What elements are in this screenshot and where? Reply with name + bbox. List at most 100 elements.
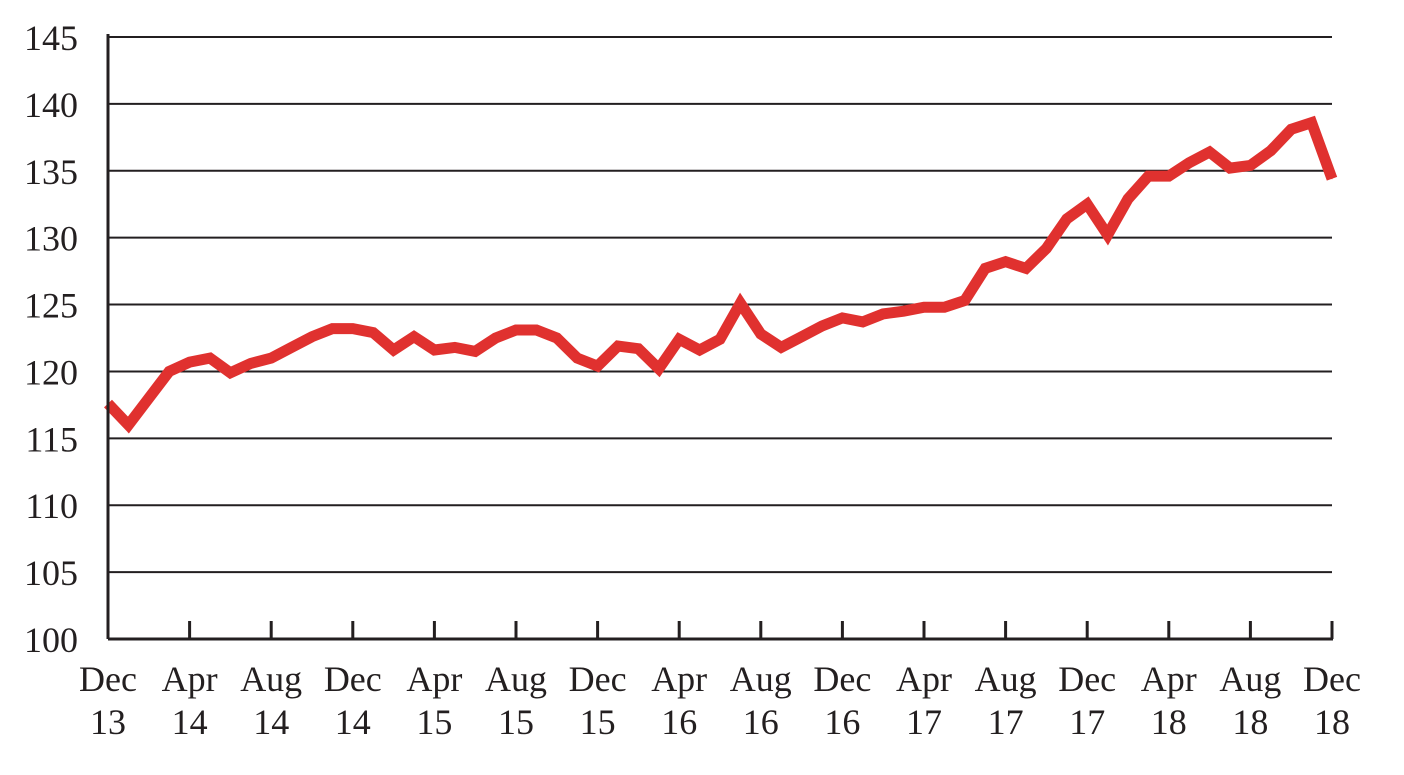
x-tick-year: 14 <box>335 702 371 742</box>
x-tick-month: Dec <box>813 659 871 699</box>
data-point <box>515 329 517 331</box>
data-point <box>1229 167 1231 169</box>
data-point <box>189 361 191 363</box>
y-tick-label: 140 <box>24 85 78 125</box>
axes <box>106 34 1333 641</box>
data-point <box>576 357 578 359</box>
data-point <box>1107 234 1109 236</box>
data-point <box>168 370 170 372</box>
y-tick-label: 100 <box>24 620 78 660</box>
data-point <box>474 350 476 352</box>
y-tick-label: 130 <box>24 219 78 259</box>
x-tick-month: Apr <box>406 659 462 699</box>
data-point <box>760 333 762 335</box>
x-tick-year: 14 <box>172 702 208 742</box>
x-tick-month: Aug <box>485 659 547 699</box>
x-tick-month: Apr <box>1141 659 1197 699</box>
data-point <box>352 328 354 330</box>
x-tick-year: 17 <box>906 702 942 742</box>
gridlines <box>108 36 1332 574</box>
x-tick-month: Aug <box>1219 659 1281 699</box>
data-point <box>801 336 803 338</box>
data-point <box>1086 203 1088 205</box>
data-point <box>862 321 864 323</box>
x-tick-month: Aug <box>240 659 302 699</box>
data-point <box>454 346 456 348</box>
x-tick-month: Dec <box>1303 659 1361 699</box>
data-point <box>984 267 986 269</box>
y-tick-label: 105 <box>24 553 78 593</box>
data-point <box>1066 218 1068 220</box>
data-point <box>372 332 374 334</box>
x-tick-labels: Dec13Apr14Aug14Dec14Apr15Aug15Dec15Apr16… <box>79 659 1361 742</box>
data-point <box>556 337 558 339</box>
y-tick-label: 115 <box>25 419 78 459</box>
data-point <box>495 337 497 339</box>
data-point <box>719 338 721 340</box>
data-point <box>658 368 660 370</box>
data-point <box>882 313 884 315</box>
data-point <box>964 300 966 302</box>
data-point <box>209 357 211 359</box>
data-point <box>229 372 231 374</box>
data-point <box>597 365 599 367</box>
y-tick-label: 135 <box>24 152 78 192</box>
y-tick-label: 125 <box>24 286 78 326</box>
data-point <box>270 357 272 359</box>
y-tick-labels: 100 105 110 115 120 125 130 135 140 145 <box>24 18 78 660</box>
x-tick-month: Dec <box>79 659 137 699</box>
data-point <box>739 302 741 304</box>
data-point <box>943 306 945 308</box>
x-tick-year: 18 <box>1314 702 1350 742</box>
data-point <box>1045 247 1047 249</box>
x-tick-month: Aug <box>975 659 1037 699</box>
x-tick-month: Apr <box>651 659 707 699</box>
data-point <box>535 329 537 331</box>
x-tick-year: 17 <box>988 702 1024 742</box>
data-point <box>413 336 415 338</box>
series-line <box>104 115 1338 434</box>
x-tick-month: Dec <box>324 659 382 699</box>
data-point <box>311 336 313 338</box>
data-point <box>1311 122 1313 124</box>
y-tick-label: 110 <box>25 486 78 526</box>
data-point <box>331 328 333 330</box>
data-point <box>637 348 639 350</box>
data-point <box>1147 175 1149 177</box>
data-point <box>1188 162 1190 164</box>
data-point <box>1249 164 1251 166</box>
tick-marks <box>106 621 1334 639</box>
data-point <box>148 397 150 399</box>
data-point <box>1209 151 1211 153</box>
y-tick-label: 120 <box>24 352 78 392</box>
data-point <box>433 349 435 351</box>
data-point <box>923 306 925 308</box>
x-tick-month: Dec <box>569 659 627 699</box>
data-point <box>780 346 782 348</box>
x-tick-month: Apr <box>162 659 218 699</box>
x-tick-year: 15 <box>416 702 452 742</box>
data-point <box>1331 178 1333 180</box>
data-point <box>699 349 701 351</box>
x-tick-month: Dec <box>1058 659 1116 699</box>
x-tick-year: 16 <box>743 702 779 742</box>
data-point <box>903 310 905 312</box>
x-tick-year: 13 <box>90 702 126 742</box>
y-tick-label: 145 <box>24 18 78 58</box>
x-tick-year: 14 <box>253 702 289 742</box>
x-tick-month: Aug <box>730 659 792 699</box>
data-point <box>250 362 252 364</box>
x-tick-year: 17 <box>1069 702 1105 742</box>
data-point <box>127 424 129 426</box>
data-point <box>1005 261 1007 263</box>
data-point <box>1025 267 1027 269</box>
x-tick-month: Apr <box>896 659 952 699</box>
data-point <box>1168 175 1170 177</box>
data-point <box>1290 128 1292 130</box>
data-point <box>617 345 619 347</box>
x-tick-year: 18 <box>1232 702 1268 742</box>
data-point <box>1270 150 1272 152</box>
data-point <box>393 349 395 351</box>
x-tick-year: 18 <box>1151 702 1187 742</box>
